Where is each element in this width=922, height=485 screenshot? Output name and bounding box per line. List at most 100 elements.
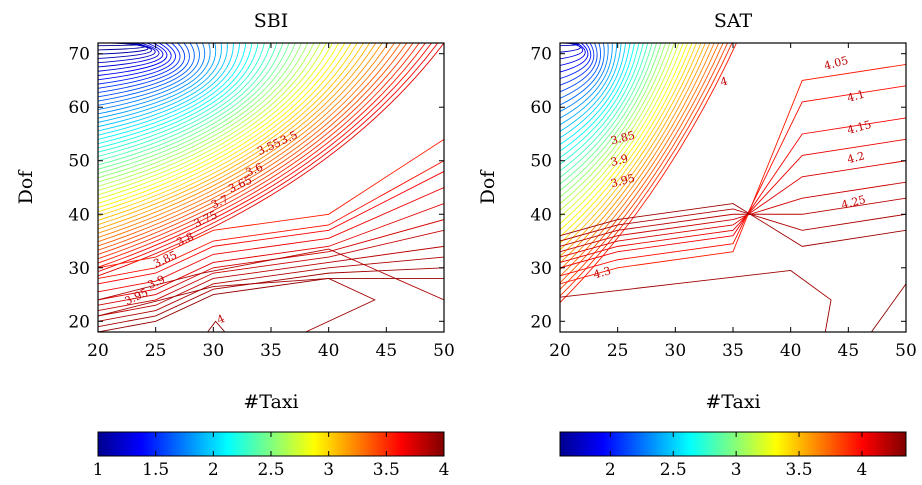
- contour-line: [560, 43, 711, 264]
- contour-line: [98, 43, 222, 123]
- x-tick-label: 50: [895, 341, 917, 361]
- y-axis-label: Dof: [477, 169, 499, 205]
- contour-line: [98, 43, 272, 157]
- contour-line: [560, 43, 618, 126]
- contour-line: [560, 43, 627, 139]
- x-tick-label: 35: [260, 341, 282, 361]
- contour-line: [560, 203, 906, 247]
- contour-line: [98, 43, 321, 192]
- contour-line: [98, 43, 309, 183]
- contour-line: [98, 43, 426, 264]
- contour-line: [560, 43, 653, 178]
- contour-line: [98, 43, 211, 115]
- contour-line: [98, 219, 444, 306]
- contour-line: [560, 43, 737, 303]
- contour-line: [871, 283, 906, 332]
- sbi-contour-panel: SBI3.53.553.63.653.73.753.83.853.93.9542…: [15, 10, 455, 480]
- y-tick-label: 50: [68, 152, 90, 172]
- contour-label: 4: [215, 312, 227, 327]
- contour-line: [560, 85, 906, 277]
- contour-line: [98, 160, 444, 279]
- colorbar-tick-label: 4: [439, 460, 450, 480]
- contour-line: [98, 248, 444, 301]
- contour-label: 3.95: [123, 286, 151, 308]
- contour-lines: 3.53.553.63.653.73.753.83.853.93.954: [98, 43, 444, 332]
- x-tick-label: 25: [607, 341, 629, 361]
- contour-label: 4.3: [592, 264, 612, 281]
- y-tick-label: 60: [530, 98, 552, 118]
- contour-line: [98, 43, 185, 93]
- contour-line: [98, 43, 206, 111]
- contour-line: [560, 197, 906, 247]
- contour-line: [98, 43, 352, 213]
- contour-line: [560, 117, 906, 269]
- contour-line: [98, 43, 296, 174]
- contour-line: [98, 43, 377, 230]
- colorbar: [559, 431, 907, 457]
- x-axis-label: #Taxi: [243, 391, 298, 413]
- contour-line: [560, 43, 724, 284]
- contour-line: [98, 43, 156, 64]
- contour-line: [560, 43, 595, 86]
- contour-label: 4.05: [823, 54, 850, 73]
- colorbar-tick-label: 2: [208, 460, 219, 480]
- contour-line: [98, 43, 234, 132]
- contour-lines: 3.85 3.9 3.95 4 4.05 4.1 4.15 4.2 4.25 4.3: [560, 43, 906, 332]
- x-tick-label: 40: [780, 341, 802, 361]
- contour-line: [560, 43, 658, 185]
- contour-line: [98, 203, 444, 301]
- contour-label: 3.9: [146, 273, 167, 292]
- contour-line: [98, 229, 444, 312]
- contour-line: [98, 43, 439, 272]
- contour-line: [560, 43, 702, 251]
- y-tick-label: 60: [68, 98, 90, 118]
- contour-label: 4.2: [846, 149, 866, 166]
- contour-line: [98, 43, 290, 170]
- contour-line: [560, 43, 631, 145]
- contour-line: [560, 43, 675, 211]
- contour-line: [98, 43, 315, 187]
- x-tick-label: 45: [838, 341, 860, 361]
- y-tick-label: 70: [530, 45, 552, 65]
- contour-line: [98, 43, 420, 260]
- contour-line: [560, 43, 684, 224]
- contour-line: [560, 43, 666, 198]
- contour-line: [560, 43, 733, 297]
- contour-line: [98, 171, 444, 285]
- contour-label: 4.25: [840, 193, 867, 212]
- y-tick-label: 70: [68, 45, 90, 65]
- contour-line: [98, 43, 160, 68]
- contour-line: [560, 160, 906, 258]
- contour-line: [560, 43, 586, 66]
- x-tick-label: 20: [87, 341, 109, 361]
- colorbar-tick-label: 1.5: [142, 460, 169, 480]
- contour-line: [98, 43, 172, 81]
- contour-line: [560, 43, 715, 270]
- contour-line: [98, 43, 181, 89]
- contour-label: 3.55: [255, 136, 283, 158]
- contour-line: [560, 181, 906, 253]
- contour-line: [560, 43, 609, 112]
- contour-line: [98, 43, 253, 145]
- contour-line: [98, 43, 217, 119]
- colorbar-tick-label: 3: [323, 460, 334, 480]
- y-tick-label: 40: [68, 205, 90, 225]
- contour-line: [98, 43, 152, 59]
- contour-line: [560, 138, 906, 263]
- contour-line: [98, 43, 168, 76]
- contour-line: [98, 43, 284, 166]
- contour-line: [98, 43, 364, 221]
- contour-line: [98, 43, 247, 140]
- chart-title: SAT: [714, 10, 753, 32]
- contour-line: [98, 43, 395, 243]
- contour-line: [560, 43, 644, 165]
- colorbar-tick-label: 3: [731, 460, 742, 480]
- contour-line: [98, 43, 408, 251]
- x-tick-label: 45: [376, 341, 398, 361]
- colorbar-tick-label: 1: [93, 460, 104, 480]
- colorbar-tick-label: 4: [857, 460, 868, 480]
- contour-label: 4: [719, 74, 729, 88]
- colorbar-tick-label: 3.5: [373, 460, 400, 480]
